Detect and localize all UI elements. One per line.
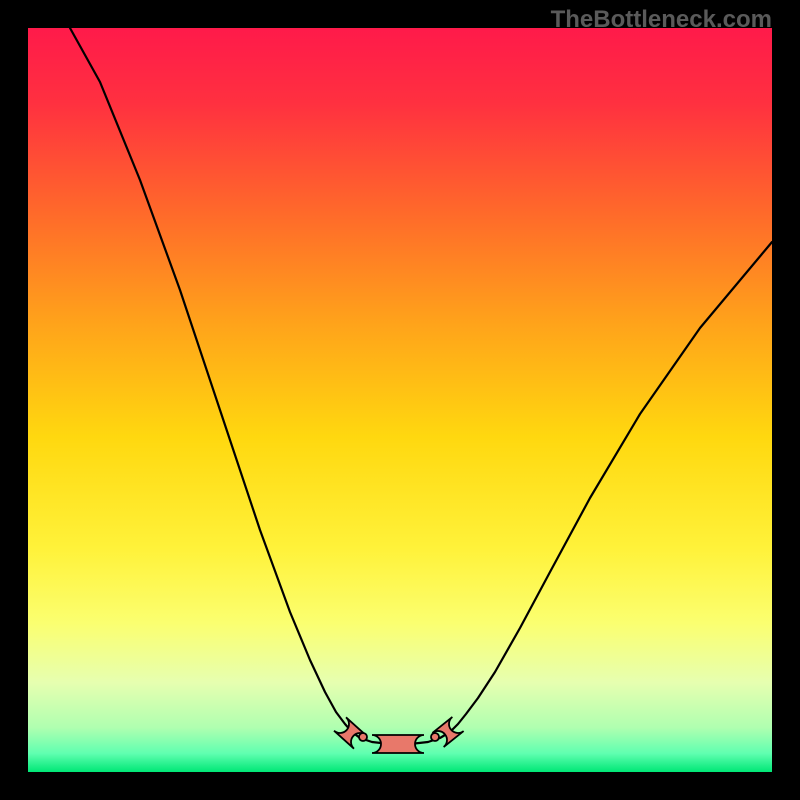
chart-svg xyxy=(0,0,800,800)
watermark-text: TheBottleneck.com xyxy=(551,6,772,34)
optimal-range-joint xyxy=(431,733,439,741)
bottleneck-curve xyxy=(70,28,772,744)
optimal-range-joint xyxy=(359,733,367,741)
